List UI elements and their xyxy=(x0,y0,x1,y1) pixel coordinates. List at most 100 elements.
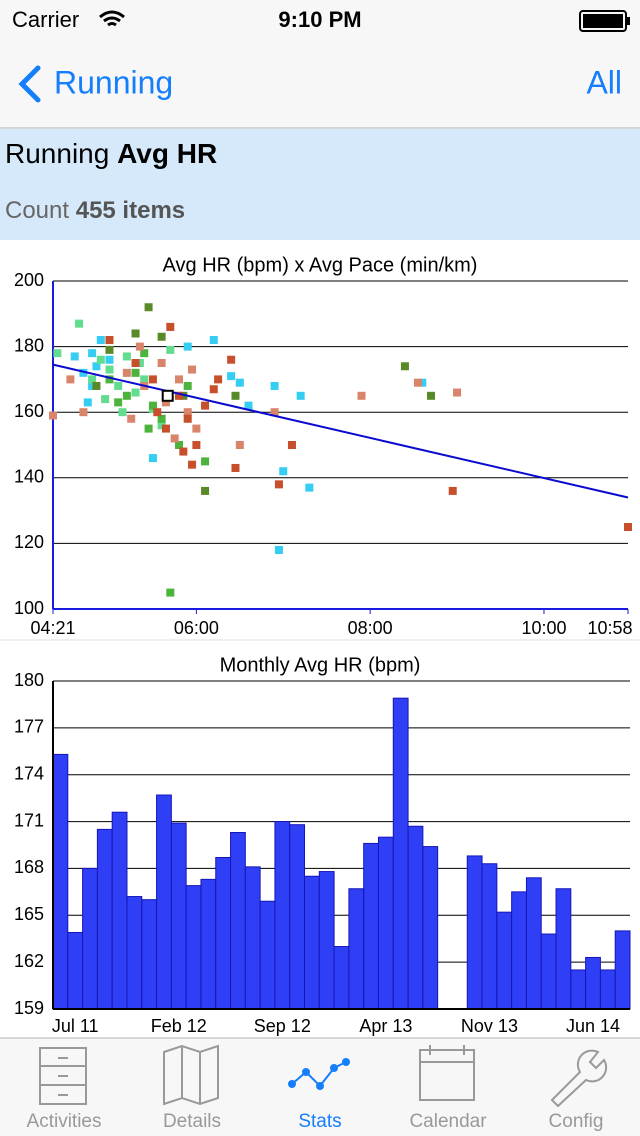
y-tick-label: 165 xyxy=(14,904,44,924)
stats-dot xyxy=(302,1068,310,1076)
y-tick-label: 177 xyxy=(14,717,44,737)
scatter-point xyxy=(188,365,197,374)
activities-icon xyxy=(39,1047,87,1105)
bar xyxy=(244,866,261,1010)
scatter-point xyxy=(135,342,144,351)
scatter-point xyxy=(201,457,210,466)
scatter-point xyxy=(227,372,236,381)
scatter-point xyxy=(96,355,105,364)
x-tick-label: Jul 11 xyxy=(52,1016,99,1036)
scatter-point xyxy=(170,434,179,443)
header-prefix: Running xyxy=(5,138,109,169)
y-tick-label: 120 xyxy=(14,532,44,552)
scatter-point xyxy=(418,378,427,387)
back-button[interactable]: Running xyxy=(54,64,173,100)
scatter-point xyxy=(188,460,197,469)
scatter-point xyxy=(148,401,157,410)
bar xyxy=(141,899,158,1010)
scatter-point xyxy=(88,349,97,358)
scatter-point xyxy=(400,362,409,371)
x-tick-label: Sep 12 xyxy=(254,1016,311,1036)
bar xyxy=(200,878,217,1010)
tab-label[interactable]: Calendar xyxy=(409,1111,487,1132)
scatter-point xyxy=(101,395,110,404)
x-tick-label: 08:00 xyxy=(348,618,393,638)
scatter-point xyxy=(209,385,218,394)
bar xyxy=(156,794,172,1010)
tab-label[interactable]: Config xyxy=(549,1111,604,1132)
scatter-point xyxy=(92,362,101,371)
trend-line xyxy=(52,363,629,499)
scatter-point xyxy=(96,336,105,345)
calendar-icon xyxy=(419,1049,475,1101)
chart-title: Monthly Avg HR (bpm) xyxy=(220,654,421,676)
scatter-point xyxy=(148,375,157,384)
bar xyxy=(363,842,379,1010)
scatter-point xyxy=(183,381,192,390)
scatter-point xyxy=(231,391,240,400)
stats-dot xyxy=(288,1080,296,1088)
scatter-point xyxy=(157,414,166,423)
scatter-point xyxy=(118,408,127,417)
scatter-point xyxy=(144,424,153,433)
battery-level xyxy=(583,14,623,28)
tab-label[interactable]: Details xyxy=(163,1111,221,1132)
count-value: 455 items xyxy=(76,197,185,224)
scatter-point xyxy=(131,329,140,338)
battery xyxy=(579,10,627,32)
scatter-point xyxy=(274,545,283,554)
tab-label[interactable]: Stats xyxy=(298,1111,341,1132)
stats-dot xyxy=(342,1058,350,1066)
scatter-point xyxy=(235,441,244,449)
y-tick-label: 174 xyxy=(14,763,44,783)
carrier: Carrier xyxy=(12,7,79,32)
back-chevron[interactable] xyxy=(18,65,41,103)
x-tick-label: Apr 13 xyxy=(359,1016,412,1036)
scatter-point xyxy=(70,352,79,361)
bar xyxy=(540,933,557,1010)
scatter-point xyxy=(144,303,153,312)
bar xyxy=(599,969,616,1010)
bar xyxy=(304,875,320,1010)
bar xyxy=(496,911,513,1010)
scatter-point xyxy=(192,441,201,449)
scatter-point xyxy=(166,345,175,354)
header-count: Count 455 items xyxy=(5,197,185,224)
scatter-point xyxy=(427,391,436,400)
bar xyxy=(422,846,439,1010)
scatter-point xyxy=(305,483,314,492)
scatter-point xyxy=(274,480,283,489)
scatter-point xyxy=(235,378,244,387)
y-tick-label: 200 xyxy=(14,270,44,290)
header-title: Running Avg HR xyxy=(5,138,217,169)
scatter-point xyxy=(88,381,97,390)
y-tick-label: 171 xyxy=(14,810,44,830)
all-button[interactable]: All xyxy=(586,64,622,100)
scatter-point xyxy=(153,408,162,417)
y-tick-label: 180 xyxy=(14,335,44,355)
scatter-point xyxy=(105,345,114,354)
scatter-point xyxy=(227,355,236,364)
battery-tip xyxy=(627,17,630,25)
scatter-point xyxy=(105,355,114,364)
scatter-point xyxy=(244,401,253,410)
scatter-point xyxy=(161,424,170,433)
bar xyxy=(111,811,128,1010)
scatter-point xyxy=(131,368,140,377)
y-tick-label: 180 xyxy=(14,670,44,690)
scatter-point xyxy=(79,368,88,377)
scatter-point xyxy=(183,342,192,351)
bar xyxy=(377,836,394,1010)
scatter-point xyxy=(127,414,136,423)
scatter-point xyxy=(105,336,114,345)
bar xyxy=(407,825,424,1010)
scatter-point xyxy=(179,391,188,400)
header-field: Avg HR xyxy=(117,138,217,169)
y-tick-label: 140 xyxy=(14,467,44,487)
y-tick-label: 100 xyxy=(14,598,44,618)
bar xyxy=(318,871,335,1010)
scatter-point xyxy=(270,408,279,417)
tab-label[interactable]: Activities xyxy=(27,1111,102,1132)
